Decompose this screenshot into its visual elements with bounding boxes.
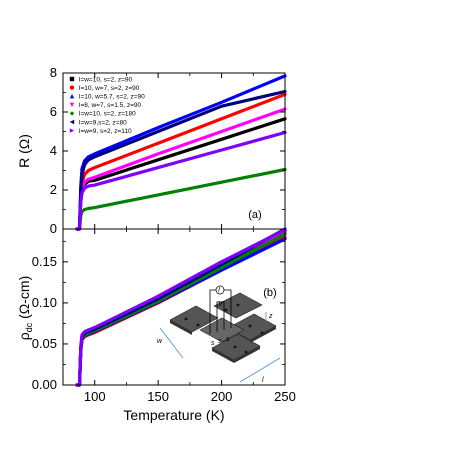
panel-b-y-axis-title-rho: ρ [16, 332, 32, 340]
panel-b-x-ticks: 100 150 200 250 [62, 229, 296, 404]
inset-dimension-lines [159, 312, 281, 383]
inset-w-dimension [159, 327, 184, 359]
inset-hole [224, 308, 228, 312]
inset-pad-left [169, 305, 219, 333]
panel-b-frame [62, 228, 286, 386]
panel-b-y-ticks: 0.00 0.05 0.10 0.15 [32, 240, 285, 392]
panel-b-y-tick-label: 0.05 [32, 336, 57, 351]
panel-a-y-tick-label: 2 [50, 182, 57, 197]
x-axis-title: Temperature (K) [123, 407, 224, 423]
panel-a-y-tick-label: 6 [50, 104, 57, 119]
inset-hole [248, 324, 252, 328]
legend-entry-2: l=10, w=5.7, s=2, z=90 [79, 94, 145, 101]
inset-side-face [170, 320, 192, 335]
panel-b: 0.00 0.05 0.10 0.15 100 150 200 250 ρdc (Ω-cm)… [16, 227, 296, 423]
panel-b-x-tick-label: 200 [211, 389, 233, 404]
panel-a-x-ticks [62, 73, 286, 229]
panel-b-series [75, 227, 287, 387]
inset-current-source [215, 285, 225, 295]
legend-marker-3 [69, 102, 75, 107]
inset-side-face [250, 326, 276, 343]
legend-marker-2 [69, 94, 75, 99]
inset-l-label: l [262, 377, 264, 384]
legend-entry-0: l=w=10, s=2, z=90 [79, 76, 133, 83]
panel-a-y-tick-label: 4 [50, 143, 57, 158]
legend-marker-4 [69, 111, 75, 116]
panel-a-y-tick-label: 0 [50, 221, 57, 236]
legend-marker-1 [69, 85, 75, 90]
inset-s-label: s [226, 336, 230, 343]
inset-voltage-label: V [218, 301, 224, 308]
panel-b-y-tick-label: 0.00 [32, 377, 57, 392]
legend-marker-0 [69, 76, 75, 82]
panel-b-label: (b) [263, 287, 276, 299]
inset-hole [244, 350, 248, 354]
inset-z-label: z [268, 313, 273, 320]
inset-side-faces [170, 320, 276, 363]
legend-entry-5: l=w=9,s=2, z=80 [79, 119, 127, 126]
panel-a: 0 2 4 6 8 R (Ω) (a) l=w=10, s=2, z=90 l=10, w… [16, 65, 287, 236]
panel-b-series-6-line [75, 228, 287, 387]
panel-a-y-tick-label: 8 [50, 65, 57, 80]
panel-b-x-tick-label: 100 [84, 389, 106, 404]
inset-s-label: s [218, 338, 222, 345]
legend-entry-4: l=w=10, s=2, z=180 [79, 111, 136, 118]
legend-entry-1: l=10, w=7, s=2, z=90 [79, 85, 140, 92]
panel-b-y-axis-title: ρdc (Ω-cm) [16, 276, 34, 341]
inset-w-label: w [157, 338, 163, 345]
panel-a-y-axis-title: R (Ω) [16, 134, 32, 168]
inset-l-dimension [239, 357, 281, 383]
panel-b-series-2-line [75, 237, 287, 387]
panel-b-y-tick-label: 0.15 [32, 254, 57, 269]
legend-entry-6: l=w=9, s=2, z=110 [79, 128, 132, 135]
legend: l=w=10, s=2, z=90 l=10, w=7, s=2, z=90 l=1… [69, 76, 145, 135]
panel-b-x-tick-label: 150 [147, 389, 169, 404]
panel-b-x-tick-label: 250 [274, 389, 296, 404]
panel-a-y-ticks: 0 2 4 6 8 [50, 65, 285, 236]
inset-holes [184, 303, 264, 354]
inset-s-label: s [211, 340, 215, 347]
panel-b-y-tick-label: 0.10 [32, 295, 57, 310]
inset-hole [184, 317, 188, 321]
inset-side-face [234, 346, 260, 363]
panel-b-y-axis-title-unit: (Ω-cm) [16, 276, 32, 323]
panel-a-label: (a) [248, 209, 261, 221]
legend-entry-3: l=8, w=7, s=1.5, z=90 [79, 102, 142, 109]
inset-center [199, 317, 245, 343]
inset-voltage-lead [216, 301, 225, 306]
inset-hole [236, 303, 240, 307]
inset-hole [196, 323, 200, 327]
inset-schematic: I V s s s w l z [157, 285, 281, 384]
panel-b-series-4-line [75, 232, 287, 387]
inset-side-face [212, 348, 234, 363]
inset-hole [233, 345, 237, 349]
panel-b-y-axis-title-sub: dc [24, 322, 34, 332]
panel-b-series-1-line [75, 235, 287, 387]
legend-marker-5 [69, 119, 75, 125]
inset-current-label: I [218, 287, 220, 294]
panel-a-series-6-line [75, 130, 287, 231]
legend-marker-6 [69, 128, 75, 133]
inset-hole [260, 331, 264, 335]
panel-a-series [75, 74, 287, 231]
